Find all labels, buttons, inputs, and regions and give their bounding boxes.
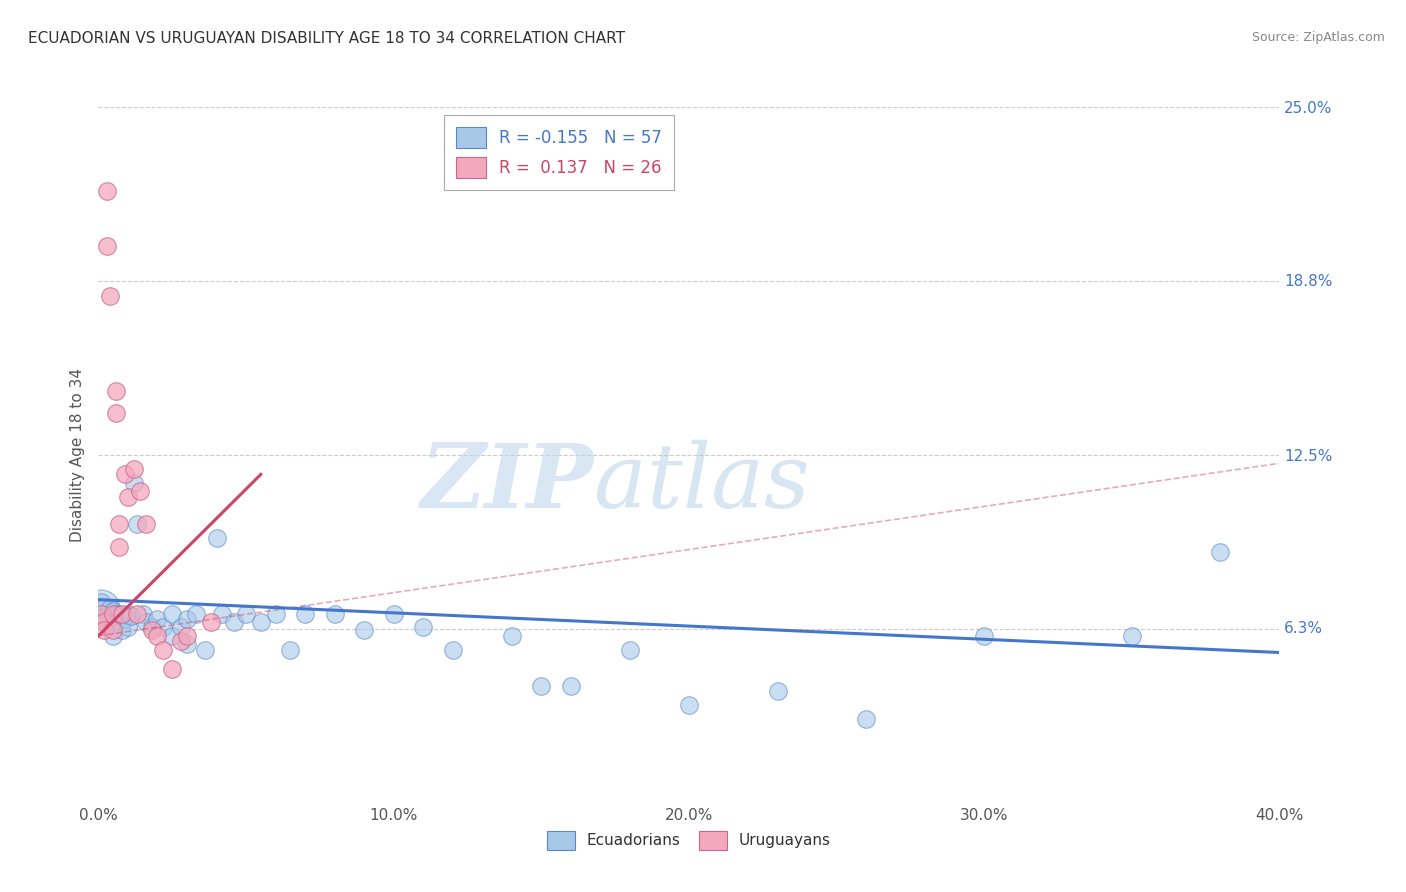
Point bbox=[264, 607, 287, 621]
Point bbox=[103, 607, 125, 621]
Point bbox=[93, 609, 115, 624]
Point bbox=[103, 624, 125, 638]
Point bbox=[105, 406, 128, 420]
Point bbox=[108, 607, 131, 621]
Point bbox=[96, 617, 118, 632]
Point bbox=[93, 601, 115, 615]
Point bbox=[530, 679, 553, 693]
Point bbox=[135, 615, 157, 629]
Point bbox=[103, 604, 125, 618]
Point bbox=[141, 620, 163, 634]
Point bbox=[114, 467, 136, 482]
Point bbox=[184, 607, 207, 621]
Point bbox=[117, 620, 139, 634]
Point bbox=[122, 475, 145, 490]
Point bbox=[98, 289, 121, 303]
Point bbox=[122, 462, 145, 476]
Point bbox=[152, 620, 174, 634]
Point bbox=[120, 609, 142, 624]
Point bbox=[111, 609, 134, 624]
Point bbox=[146, 629, 169, 643]
Point bbox=[205, 532, 228, 546]
Text: Source: ZipAtlas.com: Source: ZipAtlas.com bbox=[1251, 31, 1385, 45]
Point bbox=[96, 607, 118, 621]
Point bbox=[162, 607, 183, 621]
Point bbox=[96, 239, 118, 253]
Point bbox=[323, 607, 346, 621]
Point bbox=[280, 642, 302, 657]
Point bbox=[114, 612, 136, 626]
Point bbox=[128, 484, 150, 499]
Point bbox=[90, 595, 112, 609]
Point bbox=[132, 607, 155, 621]
Point bbox=[117, 490, 139, 504]
Point bbox=[294, 607, 316, 621]
Point bbox=[200, 615, 222, 629]
Point bbox=[176, 629, 198, 643]
Legend: Ecuadorians, Uruguayans: Ecuadorians, Uruguayans bbox=[540, 822, 838, 858]
Point bbox=[93, 624, 115, 638]
Point bbox=[90, 607, 112, 621]
Point bbox=[152, 642, 174, 657]
Point bbox=[103, 617, 125, 632]
Point bbox=[619, 642, 641, 657]
Point bbox=[176, 637, 198, 651]
Point bbox=[382, 607, 405, 621]
Point bbox=[211, 607, 233, 621]
Point bbox=[235, 607, 257, 621]
Text: ZIP: ZIP bbox=[420, 440, 595, 526]
Point bbox=[90, 601, 112, 615]
Point bbox=[973, 629, 995, 643]
Text: atlas: atlas bbox=[595, 440, 810, 526]
Point bbox=[146, 612, 169, 626]
Point bbox=[176, 612, 198, 626]
Point bbox=[105, 615, 128, 629]
Point bbox=[855, 712, 877, 726]
Point bbox=[117, 607, 139, 621]
Point bbox=[1121, 629, 1143, 643]
Point bbox=[162, 629, 183, 643]
Point bbox=[141, 624, 163, 638]
Point bbox=[170, 634, 193, 648]
Point bbox=[98, 612, 121, 626]
Point bbox=[560, 679, 582, 693]
Y-axis label: Disability Age 18 to 34: Disability Age 18 to 34 bbox=[70, 368, 86, 542]
Point bbox=[501, 629, 523, 643]
Point bbox=[90, 607, 112, 621]
Point bbox=[108, 540, 131, 554]
Point bbox=[766, 684, 789, 698]
Point bbox=[96, 184, 118, 198]
Point bbox=[194, 642, 217, 657]
Point bbox=[125, 517, 148, 532]
Point bbox=[125, 607, 148, 621]
Point bbox=[111, 607, 134, 621]
Point bbox=[103, 629, 125, 643]
Point bbox=[108, 517, 131, 532]
Point bbox=[135, 517, 157, 532]
Point bbox=[678, 698, 700, 713]
Point bbox=[441, 642, 464, 657]
Point bbox=[162, 662, 183, 676]
Point bbox=[98, 601, 121, 615]
Point bbox=[105, 384, 128, 398]
Point bbox=[1209, 545, 1232, 559]
Text: ECUADORIAN VS URUGUAYAN DISABILITY AGE 18 TO 34 CORRELATION CHART: ECUADORIAN VS URUGUAYAN DISABILITY AGE 1… bbox=[28, 31, 626, 46]
Point bbox=[170, 620, 193, 634]
Point bbox=[105, 607, 128, 621]
Point bbox=[412, 620, 434, 634]
Point bbox=[250, 615, 273, 629]
Point bbox=[111, 624, 134, 638]
Point bbox=[224, 615, 246, 629]
Point bbox=[353, 624, 375, 638]
Point bbox=[93, 615, 115, 629]
